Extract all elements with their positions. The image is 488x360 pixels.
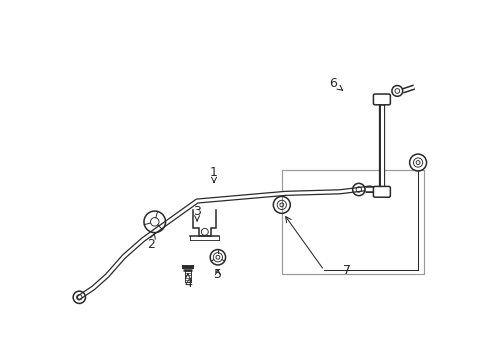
Text: 7: 7 <box>343 264 350 277</box>
Text: 1: 1 <box>210 166 218 182</box>
Text: 6: 6 <box>329 77 342 90</box>
Bar <box>281 170 424 274</box>
Text: 5: 5 <box>213 268 222 281</box>
Text: 3: 3 <box>193 204 201 221</box>
FancyBboxPatch shape <box>373 94 389 105</box>
Text: 2: 2 <box>147 233 155 251</box>
Text: 4: 4 <box>183 274 191 290</box>
FancyBboxPatch shape <box>373 186 389 197</box>
